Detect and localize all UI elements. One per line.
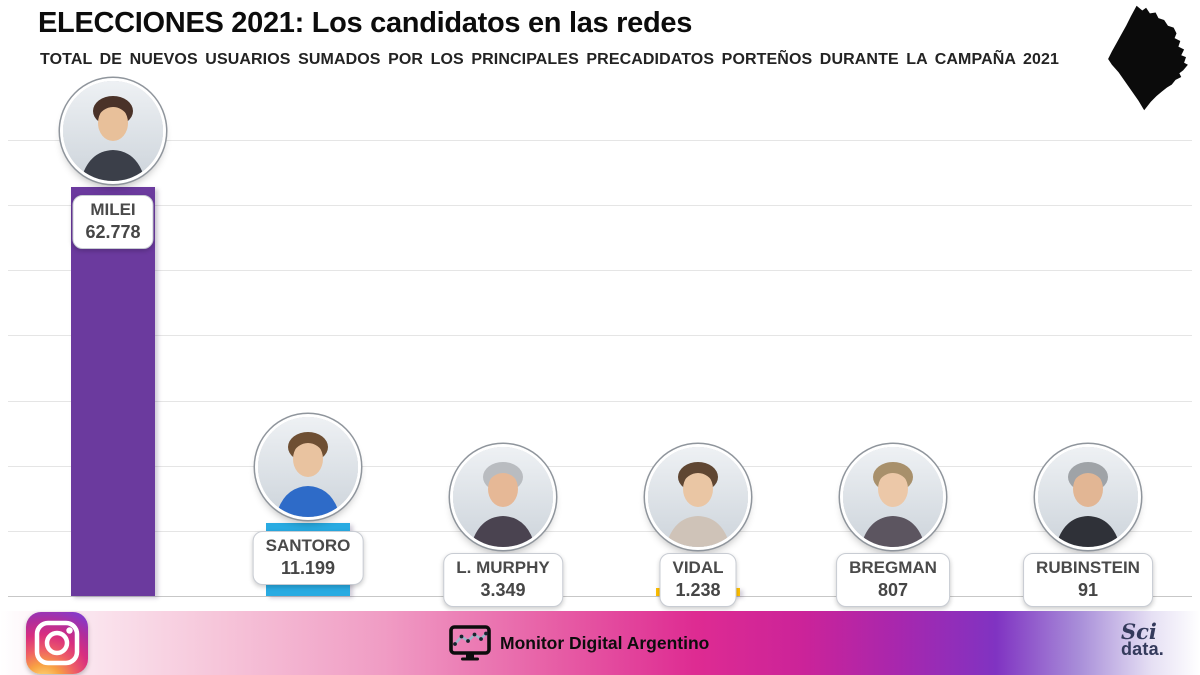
bar-label-vidal: VIDAL 1.238 [659,553,737,607]
instagram-icon [26,612,88,674]
candidate-value: 11.199 [280,558,336,579]
bar-milei [71,187,155,596]
caba-map-icon [1108,5,1188,111]
page-subtitle: TOTAL DE NUEVOS USUARIOS SUMADOS POR LOS… [40,51,1059,68]
monitor-chart-icon [449,625,491,661]
gridline [8,400,1192,402]
footer-banner: Monitor Digital Argentino Sci data. [0,611,1200,675]
gridline [8,465,1192,467]
brand-block: Monitor Digital Argentino [449,625,709,661]
candidate-photo-vidal [648,447,748,547]
candidate-photo-milei [63,81,163,182]
gridline [8,140,1192,141]
page-title: ELECCIONES 2021: Los candidatos en las r… [38,7,693,39]
candidate-value: 807 [877,580,909,600]
candidate-name: MILEI [90,200,136,220]
candidate-value: 91 [1077,580,1099,600]
gridline [8,205,1192,207]
bar-label-milei: MILEI 62.778 [72,195,154,250]
candidate-name: L. MURPHY [456,558,550,577]
candidate-name: RUBINSTEIN [1036,558,1140,577]
candidate-value: 1.238 [675,580,721,600]
bar-label-bregman: BREGMAN 807 [836,553,950,607]
candidate-value: 3.349 [480,580,526,600]
scidata-logo-line2: data. [1120,639,1164,660]
brand-name: Monitor Digital Argentino [500,632,710,653]
x-axis-baseline [8,596,1192,597]
gridline [8,335,1192,337]
candidate-name: SANTORO [265,536,351,556]
gridline [8,530,1192,532]
candidate-value: 62.778 [85,222,141,243]
candidate-photo-rubinstein [1038,447,1138,547]
gridline [8,270,1192,272]
scidata-logo: Sci data. [1121,620,1164,660]
candidate-photo-bregman [843,447,943,547]
bar-label-rubinstein: RUBINSTEIN 91 [1023,553,1153,607]
candidate-name: BREGMAN [849,558,937,577]
candidate-photo-l-murphy [453,447,553,547]
candidate-name: VIDAL [672,558,724,577]
bar-label-l-murphy: L. MURPHY 3.349 [443,553,563,607]
bar-label-santoro: SANTORO 11.199 [252,531,364,586]
candidate-photo-santoro [258,417,358,518]
scidata-logo-line1: Sci [1120,619,1157,644]
